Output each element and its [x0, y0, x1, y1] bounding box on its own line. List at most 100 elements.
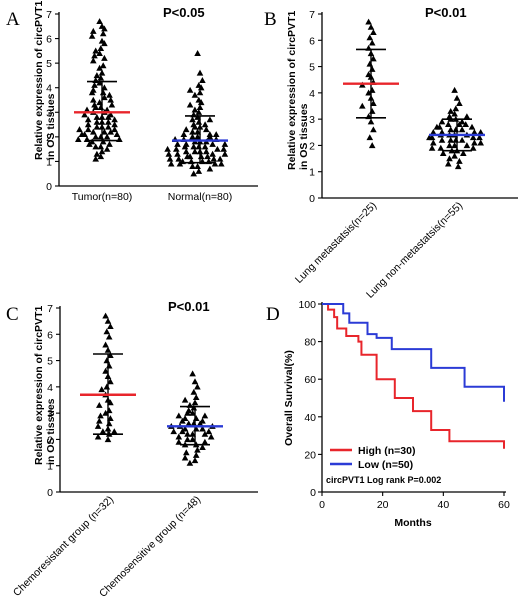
data-point — [106, 140, 113, 147]
data-point — [107, 378, 114, 385]
y-axis-label-line: Relative expression of circPVT1 — [33, 306, 45, 465]
data-point — [463, 113, 471, 120]
data-point — [468, 123, 476, 130]
data-point — [175, 433, 183, 440]
data-point — [103, 357, 111, 364]
data-point — [462, 121, 469, 128]
y-tick-label: 3 — [47, 408, 53, 420]
data-point — [368, 142, 376, 149]
y-tick-label: 4 — [46, 83, 52, 95]
data-point — [184, 430, 191, 437]
data-point — [221, 150, 229, 157]
data-point — [370, 55, 377, 62]
data-point — [194, 446, 201, 453]
data-point — [75, 136, 82, 142]
data-point — [196, 104, 204, 111]
data-point — [197, 84, 205, 91]
y-tick-label: 1 — [46, 156, 52, 168]
data-point — [201, 412, 209, 419]
data-point — [192, 394, 200, 401]
data-point — [196, 69, 204, 76]
data-point — [190, 388, 198, 395]
data-point — [181, 454, 189, 461]
data-point — [182, 126, 190, 133]
data-point — [104, 436, 112, 443]
data-point — [111, 121, 118, 128]
data-point — [194, 113, 201, 120]
data-point — [370, 100, 377, 107]
x-tick-label: 0 — [319, 499, 325, 511]
data-point — [439, 150, 447, 156]
data-point — [98, 148, 106, 155]
data-point — [84, 116, 92, 123]
x-tick-label: 60 — [498, 499, 510, 511]
y-tick-label: 7 — [46, 9, 52, 21]
data-point — [204, 153, 211, 160]
y-tick-label: 4 — [309, 88, 315, 100]
data-point — [99, 30, 107, 37]
data-point — [458, 118, 466, 125]
y-axis-label-line: in OS tissues — [45, 93, 57, 160]
y-tick-label: 0 — [310, 487, 316, 499]
data-point — [476, 134, 483, 141]
data-point — [102, 341, 109, 348]
data-point — [367, 118, 375, 125]
data-point — [102, 312, 109, 319]
data-point — [91, 52, 98, 59]
y-tick-label: 5 — [47, 356, 53, 368]
p-value-title: P<0.01 — [168, 299, 210, 314]
data-point — [105, 118, 112, 125]
data-point — [368, 65, 376, 72]
data-point — [460, 150, 467, 156]
data-point — [458, 136, 466, 143]
data-point — [199, 444, 206, 450]
data-point — [93, 118, 101, 125]
data-point — [97, 153, 105, 160]
y-tick-label: 6 — [47, 329, 53, 341]
data-point — [105, 420, 113, 427]
data-point — [97, 74, 105, 81]
data-point — [108, 101, 116, 108]
data-point — [96, 99, 103, 106]
data-point — [370, 29, 377, 36]
data-point — [477, 128, 484, 135]
data-point — [90, 96, 97, 103]
logrank-annotation: circPVT1 Log rank P=0.002 — [326, 475, 441, 485]
data-point — [195, 108, 203, 115]
data-point — [167, 160, 175, 167]
y-tick-label: 4 — [47, 382, 53, 394]
data-point — [96, 18, 103, 25]
data-point — [78, 131, 86, 138]
data-point — [438, 136, 446, 143]
data-point — [101, 128, 108, 135]
data-point — [189, 116, 196, 123]
data-point — [191, 148, 199, 155]
data-point — [194, 163, 201, 169]
data-point — [221, 140, 229, 147]
data-point — [103, 145, 111, 152]
category-label: Tumor(n=80) — [72, 191, 133, 203]
data-point — [98, 69, 106, 76]
y-axis-label-line: Relative expression of circPVT1 — [33, 1, 45, 160]
data-point — [180, 131, 188, 138]
data-point — [447, 126, 454, 133]
data-point — [194, 128, 201, 135]
data-point — [103, 328, 111, 335]
data-point — [84, 121, 92, 128]
data-point — [101, 54, 108, 61]
panel-letter: C — [6, 304, 19, 325]
p-value-title: P<0.05 — [163, 5, 205, 20]
data-point — [192, 415, 200, 422]
data-point — [92, 133, 99, 140]
data-point — [451, 86, 458, 93]
data-point — [111, 428, 118, 435]
data-point — [184, 436, 191, 443]
y-tick-label: 7 — [47, 303, 53, 315]
data-point — [201, 121, 209, 128]
data-point — [93, 123, 101, 130]
data-point — [92, 47, 99, 54]
data-point — [437, 144, 445, 151]
y-tick-label: 3 — [46, 107, 52, 119]
